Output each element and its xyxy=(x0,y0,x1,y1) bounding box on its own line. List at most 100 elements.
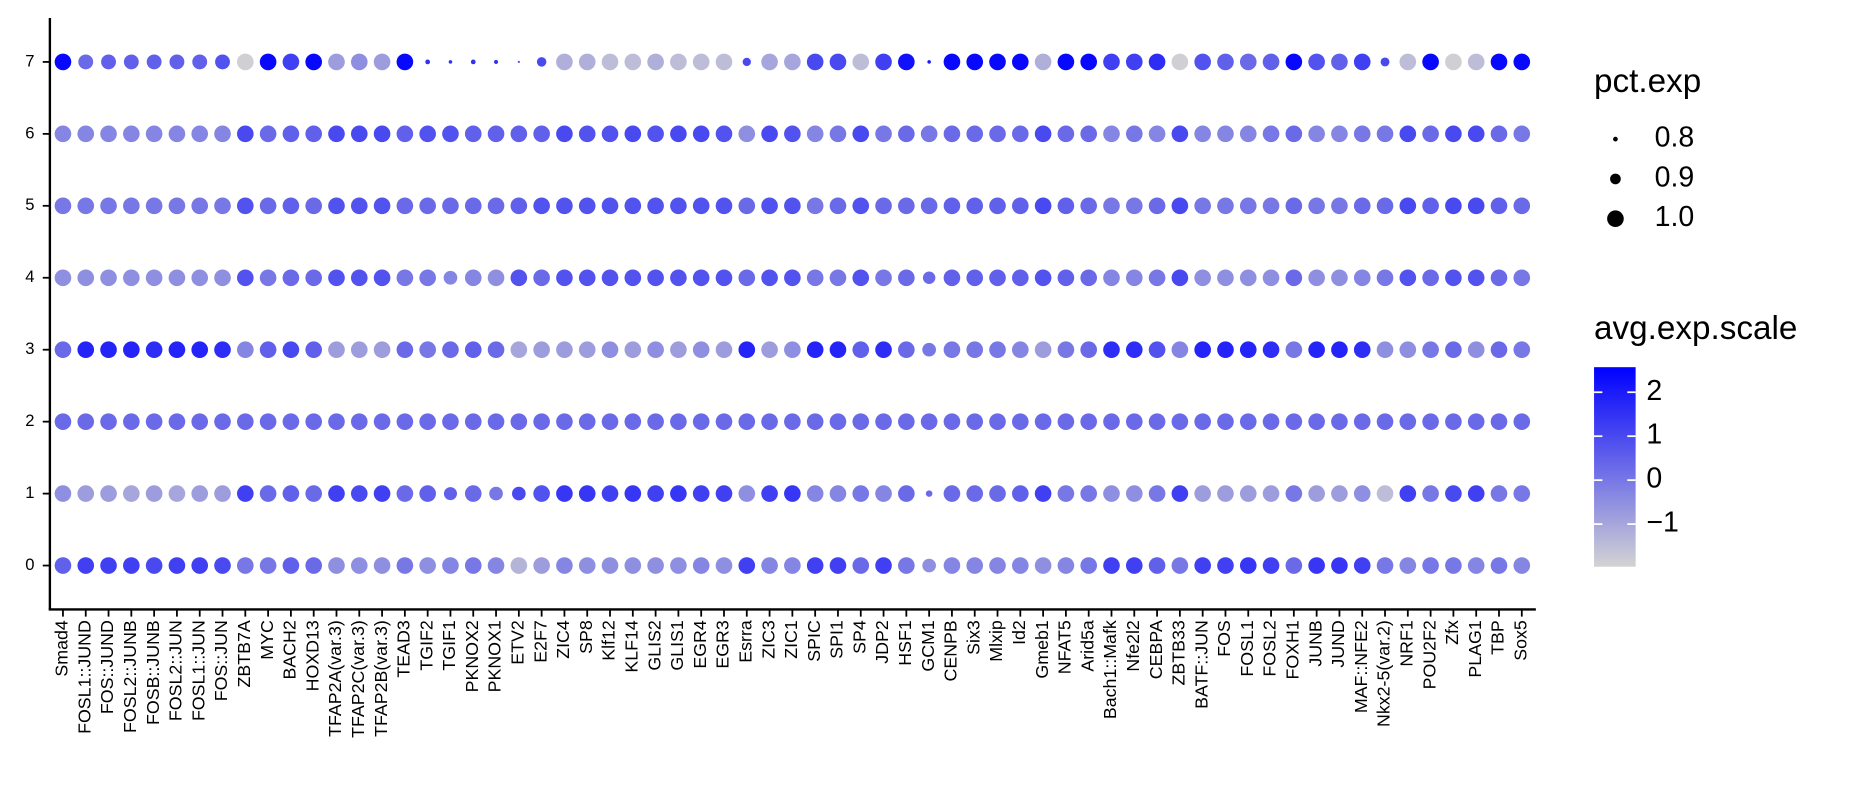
dot xyxy=(1239,269,1257,287)
dot xyxy=(464,341,482,359)
dot xyxy=(761,557,778,574)
dot xyxy=(328,197,345,215)
dot xyxy=(533,341,550,359)
dot xyxy=(1080,269,1098,287)
dot xyxy=(692,197,710,215)
size-legend-label: 0.8 xyxy=(1655,122,1695,154)
dot xyxy=(442,413,459,430)
dot xyxy=(966,413,984,430)
x-tick-label: EGR3 xyxy=(713,620,733,669)
dot xyxy=(829,485,847,502)
dot xyxy=(670,413,687,430)
dot xyxy=(1057,53,1075,71)
dot xyxy=(1285,557,1303,574)
x-tick-label: NRF1 xyxy=(1397,620,1417,667)
dot xyxy=(1490,53,1508,71)
dot xyxy=(920,197,938,215)
dot xyxy=(191,341,209,359)
dot xyxy=(145,485,163,502)
x-tick-label: Id2 xyxy=(1009,620,1029,645)
dot xyxy=(442,557,459,574)
dot xyxy=(373,269,391,287)
dot xyxy=(1239,557,1257,574)
dot xyxy=(1011,557,1029,574)
dot xyxy=(647,269,664,287)
dot xyxy=(1057,197,1075,215)
dot xyxy=(1467,197,1485,215)
dot xyxy=(259,485,277,502)
dot xyxy=(1399,413,1417,430)
dot xyxy=(464,269,482,287)
dot xyxy=(1034,53,1052,71)
y-tick-label: 6 xyxy=(25,123,34,142)
dot xyxy=(692,413,710,430)
dot xyxy=(1057,557,1075,574)
dot xyxy=(350,413,368,430)
dot xyxy=(100,125,117,143)
dot xyxy=(236,341,254,359)
dot xyxy=(624,53,642,71)
x-tick-label: Sox5 xyxy=(1510,620,1530,661)
x-tick-label: Gmeb1 xyxy=(1032,620,1052,678)
dot xyxy=(1467,125,1485,143)
dot xyxy=(123,341,140,359)
dot xyxy=(989,125,1006,143)
dot xyxy=(1080,197,1098,215)
dot xyxy=(1125,269,1143,287)
dot xyxy=(419,125,436,143)
dot xyxy=(533,413,550,430)
dot xyxy=(806,197,824,215)
dot xyxy=(601,269,619,287)
dot xyxy=(806,485,824,502)
dot xyxy=(852,485,870,502)
dot xyxy=(54,197,72,215)
dot xyxy=(761,125,778,143)
dot xyxy=(1467,413,1485,430)
dot xyxy=(100,197,117,215)
dot xyxy=(123,557,140,574)
dot xyxy=(922,558,936,573)
dot xyxy=(419,557,436,574)
dot xyxy=(670,125,687,143)
x-tick-label: SP8 xyxy=(576,620,596,654)
dot xyxy=(1490,485,1508,502)
dot xyxy=(647,53,664,71)
dot xyxy=(1080,485,1098,502)
dot xyxy=(943,341,961,359)
dot xyxy=(1308,125,1325,143)
dot xyxy=(1148,197,1166,215)
dot xyxy=(1490,341,1508,359)
dot xyxy=(123,125,140,143)
dot xyxy=(1445,197,1462,215)
dot xyxy=(875,53,892,71)
colorbar xyxy=(1594,367,1636,567)
dot xyxy=(419,341,436,359)
dot xyxy=(670,557,687,574)
dot xyxy=(601,53,619,71)
dot xyxy=(1308,485,1325,502)
dot xyxy=(1194,341,1211,359)
x-tick-label: HSF1 xyxy=(895,620,915,666)
dot xyxy=(419,413,436,430)
dot xyxy=(396,413,414,430)
dot xyxy=(54,341,72,359)
x-tick-label: NFAT5 xyxy=(1055,620,1075,674)
dot xyxy=(806,341,824,359)
dot xyxy=(396,53,414,71)
dot xyxy=(350,197,368,215)
dot xyxy=(784,197,801,215)
dot xyxy=(1217,341,1234,359)
dot xyxy=(1308,269,1325,287)
dot xyxy=(1011,413,1029,430)
dot xyxy=(214,125,231,143)
x-tick-label: TGIF1 xyxy=(439,620,459,671)
dot xyxy=(1285,485,1303,502)
dot xyxy=(1217,53,1234,71)
dot xyxy=(1285,197,1303,215)
x-tick-label: ZIC3 xyxy=(758,620,778,659)
dot xyxy=(1103,485,1120,502)
x-tick-label: PLAG1 xyxy=(1465,620,1485,677)
dot xyxy=(898,557,915,574)
dot xyxy=(533,197,550,215)
dot xyxy=(784,53,801,71)
